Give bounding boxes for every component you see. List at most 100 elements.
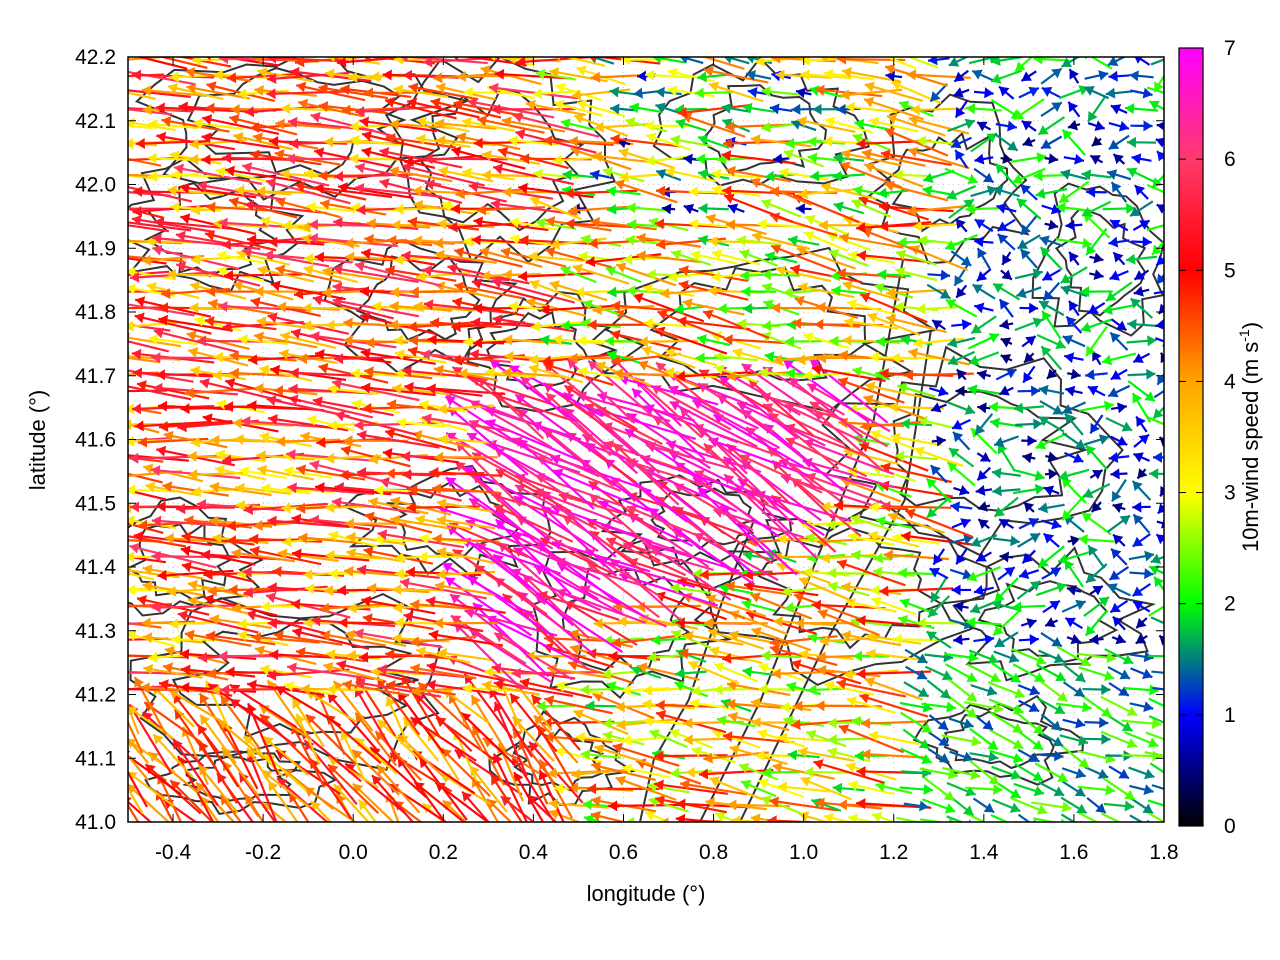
wind-arrow-head <box>336 584 346 596</box>
wind-arrow-head <box>303 168 314 180</box>
wind-arrow-shaft <box>128 770 175 807</box>
wind-arrow-head <box>972 284 984 294</box>
wind-arrow-head <box>990 57 1001 67</box>
wind-arrow-head <box>1108 236 1119 248</box>
wind-arrow-head <box>1153 408 1164 419</box>
wind-arrow-head <box>87 272 96 283</box>
wind-arrow-shaft <box>479 249 543 268</box>
wind-arrow-head <box>1028 86 1039 97</box>
wind-arrow-head <box>390 496 401 508</box>
wind-arrow-head <box>374 533 384 545</box>
wind-arrow-head <box>974 302 985 314</box>
wind-arrow-head <box>377 664 388 676</box>
wind-arrow-shaft <box>161 118 230 133</box>
wind-arrow-shaft <box>864 163 924 188</box>
wind-arrow-shaft <box>413 202 474 215</box>
wind-arrow-head <box>1107 583 1118 594</box>
wind-arrow-shaft <box>471 472 551 542</box>
wind-arrow-shaft <box>778 459 874 489</box>
wind-arrow-head <box>750 592 761 603</box>
wind-arrow-shaft <box>683 633 744 646</box>
wind-arrow-head <box>564 385 576 396</box>
wind-arrow-head <box>390 286 400 298</box>
wind-arrow-shaft <box>1150 616 1164 625</box>
wind-arrow-head <box>1021 71 1033 81</box>
wind-arrow-head <box>174 163 185 175</box>
wind-arrow-head <box>1045 617 1056 628</box>
wind-arrow-shaft <box>322 269 385 281</box>
wind-arrow-head <box>367 582 377 594</box>
wind-arrow-head <box>1061 801 1072 813</box>
wind-arrow-head <box>341 104 351 116</box>
wind-arrow-head <box>780 701 790 713</box>
wind-arrow-head <box>848 531 858 543</box>
wind-arrow-head <box>797 116 808 127</box>
wind-arrow-head <box>411 685 421 697</box>
wind-arrow-shaft <box>275 685 342 727</box>
wind-arrow-head <box>764 351 775 363</box>
wind-arrow-head <box>947 337 958 348</box>
wind-arrow-shaft <box>637 664 700 681</box>
wind-arrow-head <box>1141 668 1153 679</box>
wind-arrow-head <box>879 220 889 232</box>
wind-arrow-head <box>652 57 662 64</box>
wind-arrow-head <box>198 652 208 664</box>
wind-arrow-head <box>724 57 732 64</box>
wind-arrow-head <box>1013 109 1025 120</box>
wind-arrow-shaft <box>413 304 474 312</box>
wind-arrow-head <box>273 385 284 397</box>
wind-arrow-shaft <box>128 702 140 735</box>
wind-arrow-head <box>422 803 434 814</box>
wind-arrow-head <box>155 102 165 114</box>
wind-arrow-head <box>206 81 217 92</box>
wind-arrow-head <box>769 103 780 115</box>
wind-arrow-head <box>968 819 972 822</box>
wind-arrow-head <box>555 681 566 692</box>
wind-arrow-head <box>359 651 369 663</box>
wind-arrow-head <box>992 485 1002 497</box>
wind-arrow-head <box>256 186 266 198</box>
wind-arrow-head <box>953 634 963 646</box>
wind-arrow-head <box>740 779 752 790</box>
wind-arrow-head <box>763 299 774 310</box>
wind-arrow-head <box>372 301 382 313</box>
wind-arrow-head <box>463 336 473 348</box>
wind-arrow-head <box>467 432 478 443</box>
wind-arrow-head <box>711 168 721 180</box>
wind-arrow-shaft <box>501 119 566 133</box>
wind-arrow-head <box>870 429 881 441</box>
contour-line <box>1031 182 1164 337</box>
wind-arrow-head <box>340 84 350 96</box>
y-tick-label: 41.8 <box>75 301 116 324</box>
wind-arrow-head <box>1166 785 1176 796</box>
wind-arrow-shaft <box>333 220 419 230</box>
wind-arrow-head <box>429 467 439 479</box>
wind-arrow-head <box>343 435 353 447</box>
x-tick-label: 0.0 <box>339 841 368 864</box>
wind-arrow-head <box>1142 87 1153 99</box>
wind-arrow-head <box>242 566 252 578</box>
wind-arrow-head <box>287 482 297 494</box>
wind-arrow-shaft <box>140 686 206 693</box>
wind-arrow-head <box>823 135 833 147</box>
wind-arrow-head <box>537 725 548 736</box>
wind-arrow-head <box>557 563 568 573</box>
wind-arrow-head <box>511 568 522 579</box>
wind-arrow-head <box>746 57 755 64</box>
wind-arrow-head <box>647 651 657 663</box>
wind-arrow-shaft <box>270 282 346 301</box>
wind-arrow-head <box>233 132 244 143</box>
wind-arrow-head <box>897 236 907 248</box>
wind-arrow-shaft <box>1129 814 1144 822</box>
wind-arrow-shaft <box>128 369 194 383</box>
wind-arrow-head <box>516 57 526 68</box>
wind-arrow-shaft <box>722 734 795 744</box>
wind-arrow-head <box>1127 318 1137 330</box>
wind-arrow-shaft <box>618 149 674 169</box>
wind-arrow-shaft <box>323 663 384 682</box>
wind-arrow-shaft <box>410 602 477 611</box>
wind-arrow-shaft <box>404 385 483 397</box>
wind-arrow-head <box>908 347 919 359</box>
wind-arrow-shaft <box>368 499 429 515</box>
wind-arrow-head <box>786 319 796 331</box>
